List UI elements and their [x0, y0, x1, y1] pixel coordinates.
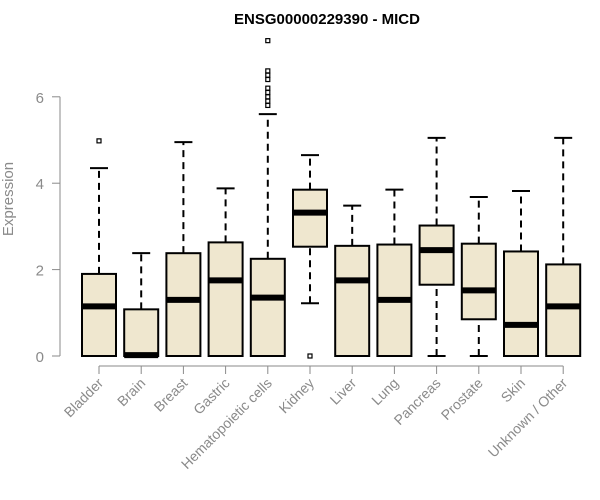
outlier-point — [265, 72, 271, 78]
outlier-point — [265, 68, 271, 74]
outlier-point — [265, 94, 271, 100]
y-tick-label: 6 — [36, 90, 44, 107]
box-skin — [503, 189, 539, 357]
box-breast — [165, 141, 202, 358]
outlier-point — [265, 85, 271, 91]
box-pancreas — [418, 136, 455, 357]
x-tick-label: Prostate — [438, 375, 486, 423]
box-body — [249, 257, 286, 357]
box-body — [292, 188, 328, 248]
x-tick-label: Lung — [368, 375, 401, 408]
y-tick-label: 2 — [36, 263, 44, 280]
box-brain — [123, 252, 160, 359]
outlier-point — [307, 353, 313, 359]
x-tick-label: Liver — [327, 375, 360, 408]
y-tick-label: 4 — [36, 176, 44, 193]
x-tick-label: Skin — [498, 375, 529, 406]
x-tick-label: Brain — [114, 375, 148, 409]
box-body — [165, 252, 202, 358]
box-bladder — [81, 138, 117, 358]
x-tick-label: Unknown / Other — [485, 375, 571, 461]
box-hematopoietic-cells — [249, 38, 286, 357]
outlier-point — [265, 76, 271, 83]
box-body — [81, 272, 117, 358]
box-body — [460, 242, 497, 321]
box-series — [81, 38, 582, 359]
box-body — [418, 224, 455, 286]
box-body — [334, 244, 371, 357]
x-tick-label: Breast — [151, 375, 191, 415]
box-body — [207, 241, 244, 357]
outlier-point — [265, 102, 271, 109]
box-lung — [376, 188, 413, 358]
outlier-point — [96, 138, 102, 144]
box-liver — [334, 204, 371, 357]
box-kidney — [292, 154, 328, 359]
outlier-point — [265, 89, 271, 96]
y-axis: 0 2 4 6 — [36, 90, 61, 366]
y-axis-label: Expression — [0, 162, 17, 236]
box-unknown-other — [545, 136, 582, 357]
box-body — [545, 263, 582, 357]
box-gastric — [207, 187, 244, 357]
x-tick-label: Pancreas — [391, 375, 444, 428]
outlier-point — [265, 98, 271, 104]
outlier-point — [265, 38, 271, 44]
x-tick-label: Bladder — [61, 375, 107, 421]
x-tick-label: Kidney — [276, 375, 318, 417]
box-body — [123, 308, 160, 357]
box-prostate — [460, 196, 497, 357]
box-body — [503, 250, 539, 357]
y-tick-label: 0 — [36, 349, 44, 366]
chart-title: ENSG00000229390 - MICD — [234, 11, 420, 28]
